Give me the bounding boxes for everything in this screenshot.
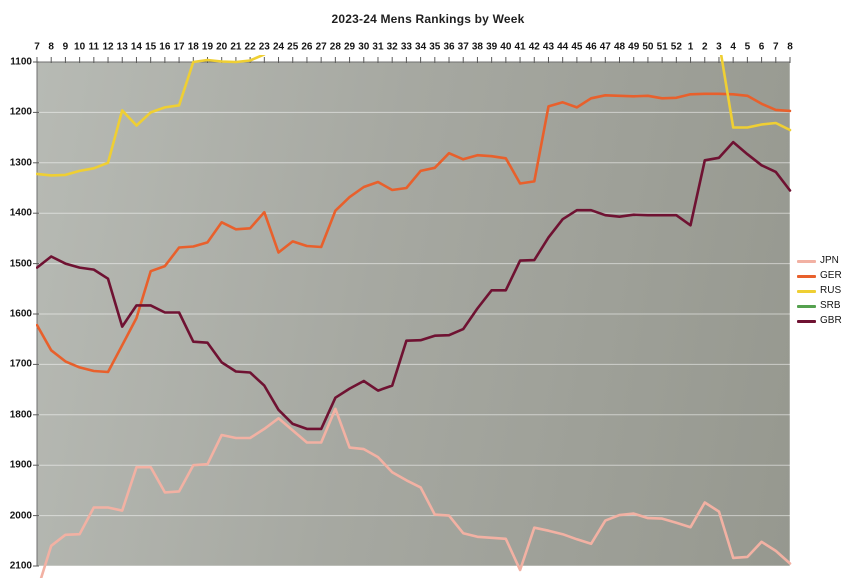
legend: JPN GER RUS SRB GBR [797,255,855,327]
x-axis-label: 31 [372,41,384,53]
x-axis-label: 22 [244,41,256,53]
x-axis-label: 33 [400,41,412,53]
x-axis-label: 29 [344,41,356,53]
x-axis-label: 52 [670,41,682,53]
x-axis-label: 21 [230,41,242,53]
legend-swatch-RUS [797,289,816,293]
legend-item-RUS: RUS [797,285,855,297]
x-axis-label: 10 [74,41,86,53]
x-axis-label: 23 [258,41,270,53]
x-axis-label: 39 [486,41,498,53]
legend-swatch-GER [797,274,816,278]
y-axis-label: 1200 [9,106,32,118]
series-line-GBR [36,140,792,431]
x-axis-label: 36 [443,41,455,53]
series-line-JPN [39,407,792,578]
x-axis-label: 50 [642,41,654,53]
x-axis-label: 42 [528,41,540,53]
x-axis-label: 40 [500,41,512,53]
legend-item-SRB: SRB [797,300,855,312]
legend-item-GBR: GBR [797,315,855,327]
legend-label: JPN [820,255,839,266]
x-axis-label: 8 [48,41,54,53]
legend-swatch-GBR [797,319,816,323]
x-axis-label: 2 [701,41,708,53]
y-axis-label: 2100 [9,560,32,572]
gridlines [37,62,791,567]
x-axis-label: 20 [216,41,228,53]
y-axis-label: 1500 [9,258,32,270]
x-axis-label: 44 [557,41,569,53]
x-axis-label: 17 [173,41,185,53]
x-axis-label: 6 [758,41,765,53]
axis-ticks [33,57,791,567]
x-axis-label: 9 [62,41,69,53]
x-axis-label: 14 [130,41,142,53]
x-axis-label: 41 [514,41,526,53]
x-axis-label: 1 [687,41,694,53]
y-axis-label: 1300 [9,157,32,169]
x-axis-label: 7 [34,41,40,53]
y-axis-label: 1400 [9,207,32,219]
x-axis-label: 38 [471,41,483,53]
legend-label: GER [820,270,842,281]
x-axis-label: 43 [542,41,555,53]
x-axis-label: 49 [628,41,640,53]
x-axis-label: 15 [145,41,157,53]
x-axis-label: 25 [287,41,299,53]
x-axis-label: 35 [429,41,441,53]
y-axis-label: 1800 [9,409,32,421]
x-axis-label: 12 [102,41,114,53]
x-axis-label: 46 [585,41,597,53]
x-axis-label: 26 [301,41,313,53]
x-axis-label: 5 [744,41,751,53]
x-axis-label: 32 [386,41,398,53]
x-axis-label: 3 [716,41,722,53]
y-axis-label: 1700 [9,358,32,370]
legend-item-GER: GER [797,270,855,282]
x-axis-label: 45 [571,41,583,53]
x-axis-label: 13 [116,41,128,53]
x-axis-label: 37 [457,41,469,53]
legend-label: RUS [820,285,842,296]
y-axis-label: 1100 [10,56,32,68]
x-axis-label: 4 [730,41,736,53]
legend-label: SRB [820,300,841,311]
x-axis-label: 27 [315,41,327,53]
x-axis-label: 16 [159,41,171,53]
chart-title: 2023-24 Mens Rankings by Week [331,12,525,26]
x-axis-label: 51 [656,41,668,53]
x-axis-label: 34 [415,41,427,53]
x-axis-label: 8 [787,41,793,53]
y-axis-label: 1900 [9,459,32,471]
x-axis-label: 28 [329,41,341,53]
x-axis-label: 7 [773,41,779,53]
x-axis-label: 48 [613,41,626,53]
legend-label: GBR [820,315,842,326]
legend-swatch-SRB [797,304,816,308]
legend-swatch-JPN [797,259,816,263]
y-axis-label: 1600 [9,308,32,320]
x-axis-label: 11 [88,41,100,53]
x-axis-label: 30 [358,41,370,53]
legend-item-JPN: JPN [797,255,855,267]
x-axis-label: 19 [201,41,214,53]
x-axis-label: 18 [187,41,199,53]
series-line-GER [36,92,792,374]
series-line-RUS [36,55,792,177]
y-axis-label: 2000 [9,510,32,522]
x-axis-label: 24 [272,41,285,53]
x-axis-label: 47 [599,41,611,53]
